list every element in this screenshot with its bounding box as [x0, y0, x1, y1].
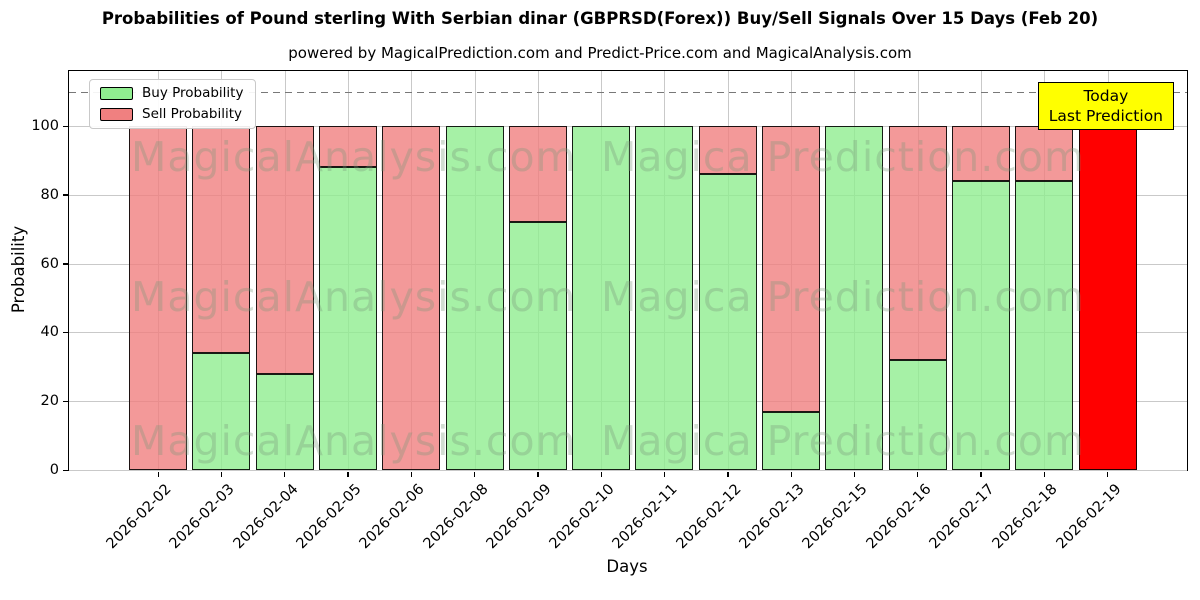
chart-subtitle: powered by MagicalPrediction.com and Pre… [288, 44, 912, 62]
buy-bar-segment [255, 373, 314, 470]
sell-bar-segment [255, 126, 314, 374]
plot-area: Buy Probability Sell Probability Today L… [31, 70, 1188, 552]
buy-bar-segment [318, 167, 377, 470]
x-tick-mark [917, 472, 919, 477]
x-tick-mark [727, 472, 729, 477]
x-tick-label: 2026-02-17 [926, 481, 998, 553]
x-axis-label: Days [606, 557, 648, 576]
sell-bar-segment [508, 126, 567, 223]
y-tick-mark [63, 263, 68, 265]
x-tick-mark [410, 472, 413, 477]
x-tick-mark [1107, 472, 1109, 477]
y-tick-mark [63, 400, 68, 403]
dashed-threshold-line [69, 91, 1187, 94]
x-tick-label: 2026-02-18 [989, 481, 1061, 553]
buy-bar-segment [951, 181, 1010, 470]
x-tick-label: 2026-02-11 [610, 481, 681, 553]
x-tick-mark [347, 472, 349, 477]
y-tick-mark [63, 469, 68, 471]
sell-bar-segment [951, 126, 1010, 182]
x-tick-mark [537, 472, 539, 477]
sell-bar-segment [698, 126, 757, 175]
x-tick-label: 2026-02-06 [356, 481, 428, 553]
x-tick-mark [790, 472, 792, 477]
x-tick-label: 2026-02-03 [166, 481, 238, 553]
buy-bar-segment [825, 126, 884, 470]
x-tick-mark [663, 472, 666, 477]
sell-swatch-icon [100, 107, 133, 121]
sell-bar-segment [382, 126, 441, 470]
x-tick-label: 2026-02-02 [103, 481, 175, 553]
x-tick-mark [157, 472, 159, 477]
legend-label-buy: Buy Probability [142, 85, 244, 101]
buy-bar-segment [445, 126, 504, 470]
x-tick-label: 2026-02-19 [1053, 481, 1125, 553]
buy-bar-segment [635, 126, 694, 470]
y-tick-mark [63, 331, 68, 334]
buy-bar-segment [572, 126, 631, 470]
x-tick-label: 2026-02-10 [546, 481, 618, 553]
x-tick-label: 2026-02-09 [483, 481, 555, 553]
x-tick-label: 2026-02-15 [799, 481, 871, 553]
x-tick-label: 2026-02-13 [736, 481, 808, 553]
sell-bar-segment [762, 126, 820, 412]
x-tick-label: 2026-02-05 [293, 481, 365, 553]
x-tick-label: 2026-02-08 [420, 481, 492, 553]
x-tick-mark [220, 472, 223, 477]
y-tick-mark [63, 125, 68, 127]
sell-bar-segment [192, 126, 251, 354]
buy-swatch-icon [100, 87, 133, 101]
today-bar [1078, 126, 1137, 470]
x-tick-mark [600, 472, 602, 477]
x-tick-label: 2026-02-04 [230, 481, 302, 553]
x-tick-mark [1043, 472, 1046, 477]
buy-bar-segment [1015, 181, 1074, 470]
sell-bar-segment [1015, 126, 1074, 182]
y-tick-label: 40 [40, 324, 59, 341]
gridline-horizontal [69, 470, 1187, 471]
today-annotation-line1: Today [1083, 87, 1129, 105]
legend-entry-sell: Sell Probability [100, 105, 243, 122]
x-tick-label: 2026-02-12 [673, 481, 745, 553]
sell-bar-segment [318, 126, 377, 168]
x-tick-mark [284, 472, 286, 477]
sell-bar-segment [888, 126, 947, 360]
buy-bar-segment [698, 174, 757, 470]
x-tick-mark [853, 472, 856, 477]
buy-bar-segment [192, 353, 251, 470]
y-tick-label: 20 [40, 393, 59, 410]
sell-bar-segment [129, 126, 187, 470]
buy-bar-segment [508, 222, 567, 470]
legend-label-sell: Sell Probability [142, 105, 243, 122]
today-annotation-line2: Last Prediction [1048, 107, 1163, 126]
y-tick-label: 60 [40, 255, 59, 272]
buy-bar-segment [762, 411, 820, 470]
buy-bar-segment [888, 359, 947, 470]
chart-title: Probabilities of Pound sterling With Ser… [101, 9, 1099, 28]
today-annotation: Today Last Prediction [1037, 82, 1174, 131]
x-tick-label: 2026-02-16 [863, 481, 935, 553]
y-tick-label: 0 [49, 462, 59, 478]
legend: Buy Probability Sell Probability [89, 79, 257, 129]
y-tick-mark [63, 194, 68, 196]
x-tick-mark [980, 472, 982, 477]
legend-entry-buy: Buy Probability [100, 85, 244, 101]
x-tick-mark [474, 472, 476, 477]
y-tick-label: 100 [31, 118, 59, 135]
y-tick-label: 80 [40, 186, 59, 203]
